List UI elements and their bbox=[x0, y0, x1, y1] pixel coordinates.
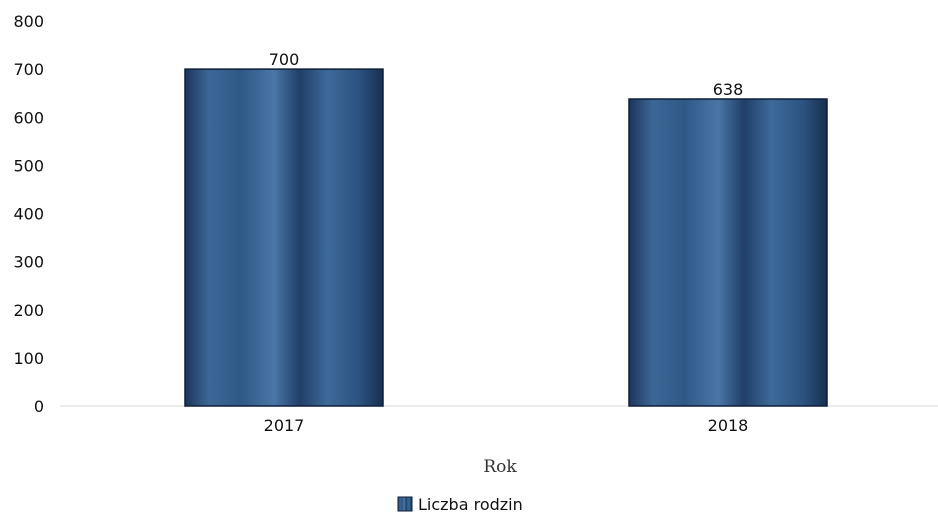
bar-2018 bbox=[628, 98, 828, 407]
y-tick-label: 500 bbox=[13, 156, 44, 175]
y-axis-ticks: 0 100 200 300 400 500 600 700 800 bbox=[13, 12, 44, 416]
y-tick-label: 700 bbox=[13, 60, 44, 79]
legend: Liczba rodzin bbox=[397, 495, 523, 514]
legend-label: Liczba rodzin bbox=[418, 495, 523, 514]
x-axis-ticks: 2017 2018 bbox=[264, 416, 749, 435]
y-tick-label: 0 bbox=[34, 397, 44, 416]
x-axis-title: Rok bbox=[483, 457, 517, 477]
x-tick-label-2018: 2018 bbox=[708, 416, 749, 435]
y-tick-label: 800 bbox=[13, 12, 44, 31]
y-tick-label: 100 bbox=[13, 349, 44, 368]
data-label-2018: 638 bbox=[713, 80, 744, 99]
data-label-2017: 700 bbox=[269, 50, 300, 69]
y-tick-label: 300 bbox=[13, 253, 44, 272]
y-tick-label: 200 bbox=[13, 301, 44, 320]
y-tick-label: 600 bbox=[13, 108, 44, 127]
x-tick-label-2017: 2017 bbox=[264, 416, 305, 435]
legend-swatch bbox=[397, 496, 413, 512]
y-tick-label: 400 bbox=[13, 205, 44, 224]
bars: 700 638 bbox=[184, 50, 828, 407]
bar-2017 bbox=[184, 68, 384, 407]
